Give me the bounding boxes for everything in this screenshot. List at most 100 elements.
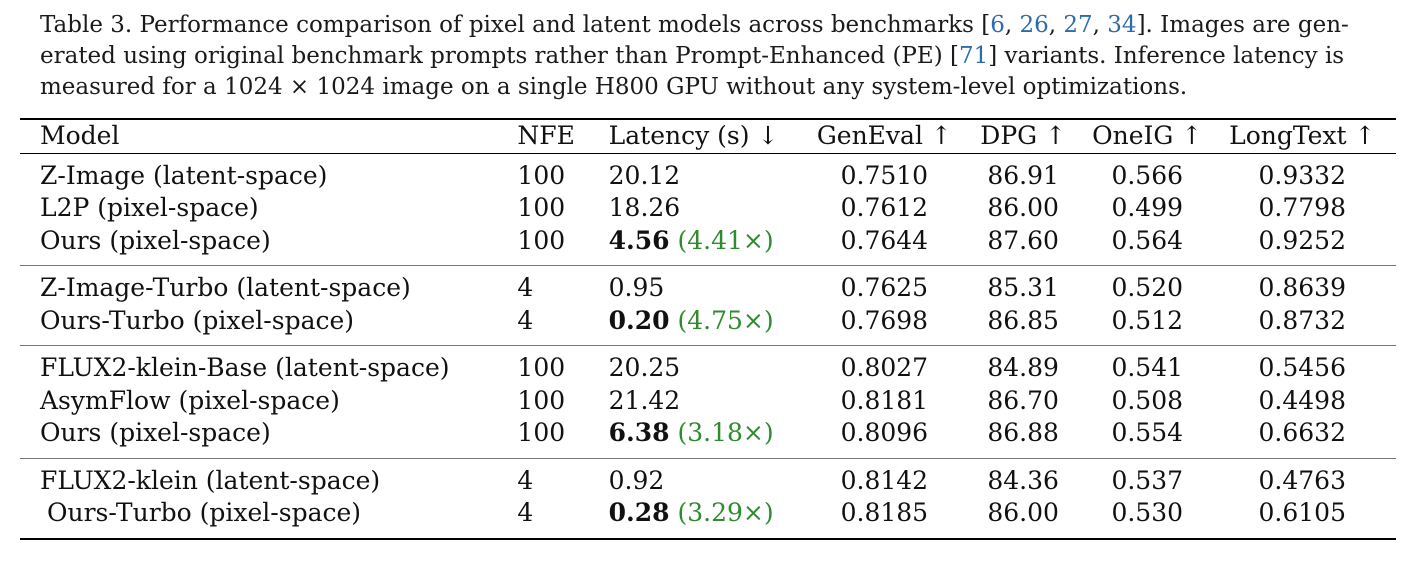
cell-model: L2P (pixel-space) [40, 193, 259, 223]
cell-longtext: 0.9252 [1258, 225, 1346, 255]
caption-text: ] variants. Inference latency is [988, 43, 1345, 69]
cell-oneig: 0.566 [1111, 160, 1184, 190]
latency-value: 0.20 [608, 305, 670, 335]
cell-dpg: 84.89 [987, 353, 1059, 383]
cell-oneig: 0.512 [1111, 305, 1184, 335]
table-row: Z-Image (latent-space) 100 20.12 0.7510 … [20, 153, 1396, 192]
cell-geneval: 0.8181 [840, 385, 929, 415]
speedup-value: (4.75×) [677, 305, 774, 335]
latency-value: 21.42 [608, 385, 681, 415]
header-nfe: NFE [517, 121, 575, 151]
cell-geneval: 0.8027 [840, 353, 929, 383]
cell-model: FLUX2-klein (latent-space) [40, 465, 381, 495]
table-row: FLUX2-klein-Base (latent-space) 100 20.2… [20, 346, 1396, 385]
table-group: FLUX2-klein-Base (latent-space) 100 20.2… [20, 345, 1396, 459]
cell-dpg: 86.70 [987, 385, 1059, 415]
cell-geneval: 0.8185 [840, 498, 929, 528]
caption-text: ]. Images are gen- [1136, 12, 1349, 38]
cell-nfe: 100 [517, 160, 566, 190]
table-row: Ours-Turbo (pixel-space) 4 0.20 (4.75×) … [20, 305, 1396, 346]
cell-geneval: 0.7625 [840, 273, 929, 303]
cell-model: Ours-Turbo (pixel-space) [40, 305, 355, 335]
cell-dpg: 86.00 [987, 193, 1059, 223]
table-row: AsymFlow (pixel-space) 100 21.42 0.8181 … [20, 385, 1396, 418]
table-group: Z-Image-Turbo (latent-space) 4 0.95 0.76… [20, 265, 1396, 346]
header-latency: Latency (s) ↓ [608, 121, 779, 151]
cell-nfe: 4 [517, 273, 534, 303]
cell-model: Ours-Turbo (pixel-space) [47, 498, 362, 528]
citation-link[interactable]: 71 [958, 43, 989, 69]
cell-latency: 0.20 (4.75×) [609, 305, 809, 346]
speedup-value: (3.29×) [677, 498, 774, 528]
table-group: Z-Image (latent-space) 100 20.12 0.7510 … [20, 153, 1396, 266]
header-model: Model [40, 121, 120, 151]
cell-latency: 0.95 [609, 266, 809, 305]
table-caption: Table 3. Performance comparison of pixel… [40, 10, 1380, 103]
cell-latency: 20.25 [609, 346, 809, 385]
cell-model: AsymFlow (pixel-space) [40, 385, 340, 415]
caption-line-2: erated using original benchmark prompts … [40, 41, 1380, 72]
cell-geneval: 0.7612 [840, 193, 929, 223]
header-oneig: OneIG ↑ [1092, 121, 1203, 151]
cell-nfe: 4 [517, 305, 534, 335]
cell-longtext: 0.7798 [1258, 193, 1346, 223]
cell-model: Z-Image-Turbo (latent-space) [40, 273, 411, 303]
cell-latency: 21.42 [609, 385, 809, 418]
cell-dpg: 86.88 [987, 418, 1059, 448]
latency-value: 18.26 [608, 193, 681, 223]
cell-nfe: 4 [517, 498, 534, 528]
cell-nfe: 100 [517, 225, 566, 255]
cell-longtext: 0.8732 [1258, 305, 1346, 335]
cell-oneig: 0.508 [1111, 385, 1184, 415]
cell-geneval: 0.8096 [840, 418, 929, 448]
header-dpg: DPG ↑ [980, 121, 1067, 151]
results-table: Model NFE Latency (s) ↓ GenEval ↑ DPG ↑ … [20, 118, 1396, 540]
cell-nfe: 4 [517, 465, 534, 495]
latency-value: 0.95 [608, 273, 665, 303]
cell-latency: 18.26 [609, 192, 809, 225]
cell-model: FLUX2-klein-Base (latent-space) [40, 353, 450, 383]
speedup-value: (4.41×) [677, 225, 774, 255]
cell-longtext: 0.6105 [1258, 498, 1346, 528]
cell-nfe: 100 [517, 193, 566, 223]
cell-model: Z-Image (latent-space) [40, 160, 328, 190]
cell-latency: 0.28 (3.29×) [609, 497, 809, 539]
table-group: FLUX2-klein (latent-space) 4 0.92 0.8142… [20, 458, 1396, 539]
cell-dpg: 87.60 [987, 225, 1059, 255]
cell-geneval: 0.7698 [840, 305, 929, 335]
cell-model: Ours (pixel-space) [40, 418, 271, 448]
cell-geneval: 0.7644 [840, 225, 929, 255]
cell-model: Ours (pixel-space) [40, 225, 271, 255]
cell-oneig: 0.520 [1111, 273, 1184, 303]
table-header: Model NFE Latency (s) ↓ GenEval ↑ DPG ↑ … [20, 119, 1396, 153]
cell-latency: 4.56 (4.41×) [609, 225, 809, 266]
cell-latency: 0.92 [609, 458, 809, 497]
cell-dpg: 84.36 [987, 465, 1059, 495]
cell-longtext: 0.6632 [1258, 418, 1346, 448]
cell-longtext: 0.4498 [1258, 385, 1346, 415]
cell-oneig: 0.537 [1111, 465, 1184, 495]
cell-latency: 6.38 (3.18×) [609, 417, 809, 458]
cell-nfe: 100 [517, 418, 566, 448]
table-row: Ours (pixel-space) 100 6.38 (3.18×) 0.80… [20, 417, 1396, 458]
latency-value: 0.28 [608, 498, 670, 528]
cell-dpg: 86.00 [987, 498, 1059, 528]
speedup-value: (3.18×) [677, 418, 774, 448]
header-geneval: GenEval ↑ [816, 121, 952, 151]
cell-oneig: 0.564 [1111, 225, 1184, 255]
citation-link[interactable]: 27 [1063, 12, 1093, 38]
citation-link[interactable]: 26 [1019, 12, 1049, 38]
latency-value: 0.92 [608, 465, 665, 495]
cell-dpg: 86.91 [987, 160, 1059, 190]
latency-value: 6.38 [608, 418, 670, 448]
latency-value: 4.56 [608, 225, 670, 255]
citation-link[interactable]: 34 [1107, 12, 1137, 38]
caption-text: erated using original benchmark prompts … [40, 43, 959, 69]
cell-longtext: 0.9332 [1258, 160, 1346, 190]
caption-text: Table 3. Performance comparison of pixel… [40, 12, 991, 38]
header-longtext: LongText ↑ [1229, 121, 1376, 151]
cell-oneig: 0.541 [1111, 353, 1184, 383]
citation-link[interactable]: 6 [990, 12, 1005, 38]
latency-value: 20.25 [608, 353, 681, 383]
table-row: Ours (pixel-space) 100 4.56 (4.41×) 0.76… [20, 225, 1396, 266]
